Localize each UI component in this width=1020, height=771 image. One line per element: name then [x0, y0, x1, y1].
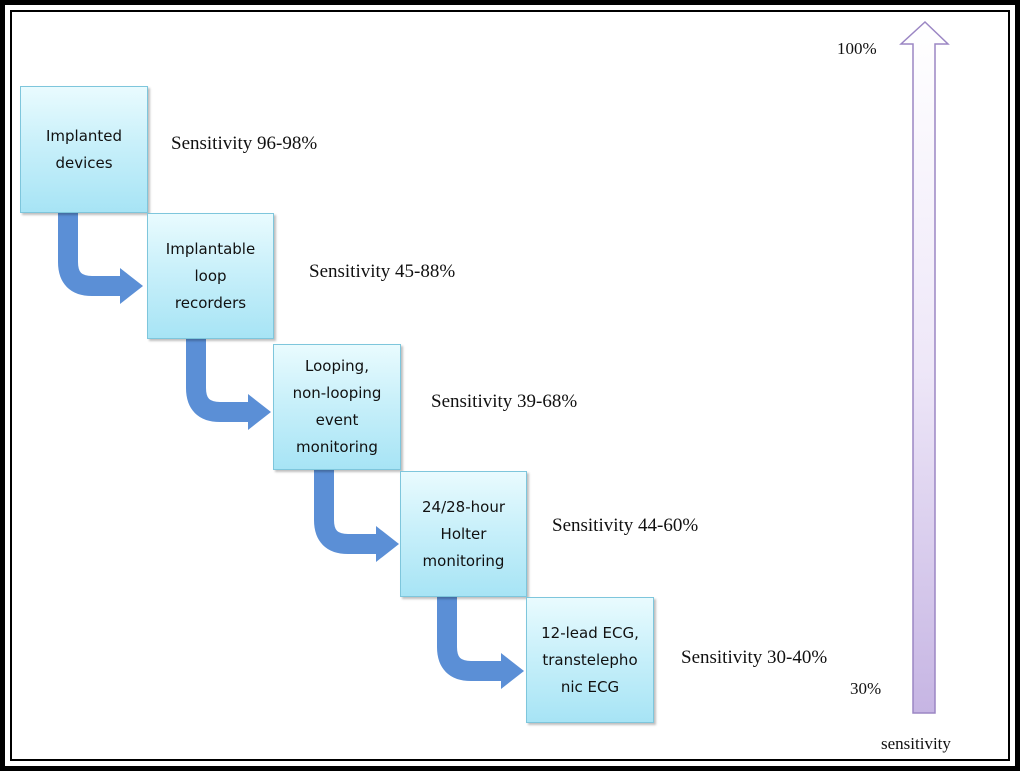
connector-arrow-2	[186, 338, 271, 430]
scale-axis-label: sensitivity	[881, 734, 951, 753]
step-box-implanted-devices: Implanted devices	[20, 86, 148, 213]
sensitivity-label-implanted-devices: Sensitivity 96-98%	[171, 133, 318, 154]
sensitivity-label-holter-monitoring: Sensitivity 44-60%	[552, 515, 699, 536]
step-box-implantable-loop-recorders: Implantable loop recorders	[147, 213, 274, 339]
connector-arrow-4	[437, 597, 524, 689]
sensitivity-label-ecg: Sensitivity 30-40%	[681, 647, 828, 668]
step-box-event-monitoring: Looping, non-looping event monitoring	[273, 344, 401, 470]
step-box-ecg: 12-lead ECG, transtelepho nic ECG	[526, 597, 654, 723]
sensitivity-scale-arrow	[899, 20, 950, 714]
step-box-holter-monitoring: 24/28-hour Holter monitoring	[400, 471, 527, 597]
sensitivity-label-loop-recorders: Sensitivity 45-88%	[309, 261, 456, 282]
scale-top-label: 100%	[837, 39, 877, 58]
connector-arrow-1	[58, 212, 143, 304]
connector-arrow-3	[314, 470, 399, 562]
sensitivity-label-event-monitoring: Sensitivity 39-68%	[431, 391, 578, 412]
scale-bottom-label: 30%	[850, 679, 882, 698]
